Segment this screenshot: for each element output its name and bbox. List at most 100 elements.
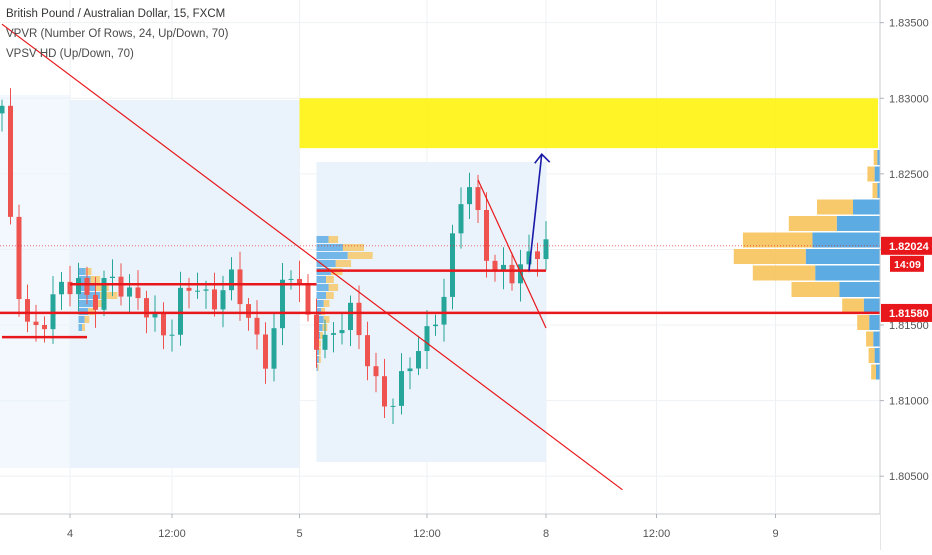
candle-body bbox=[373, 366, 379, 377]
session-down-bar bbox=[318, 356, 321, 363]
candle-body bbox=[42, 325, 47, 330]
vpvr-up-bar bbox=[805, 249, 880, 264]
session-up-bar bbox=[78, 324, 83, 331]
vpvr-down-bar bbox=[857, 315, 870, 330]
candle-body bbox=[237, 269, 243, 305]
candle-body bbox=[484, 209, 489, 261]
candle-body bbox=[535, 251, 540, 260]
trendline bbox=[1, 23, 623, 491]
candle-body bbox=[322, 334, 328, 350]
vpvr-down-bar bbox=[866, 331, 874, 347]
candle-body bbox=[254, 317, 260, 335]
projection-arrow-shaft bbox=[528, 154, 543, 271]
vpvr-up-bar bbox=[877, 150, 880, 165]
price-axis-bg bbox=[880, 0, 932, 550]
session-up-bar bbox=[316, 236, 329, 243]
price-axis[interactable]: 1.835001.830001.825001.820001.815001.810… bbox=[879, 0, 932, 550]
candle-body bbox=[67, 281, 73, 295]
session-up-bar bbox=[316, 324, 323, 331]
session-down-bar bbox=[323, 300, 330, 307]
vpvr-down-bar bbox=[868, 348, 875, 363]
indicator-vpsv-label[interactable]: VPSV HD (Up/Down, 70) bbox=[6, 48, 134, 60]
candle-body bbox=[390, 405, 396, 407]
price-tick-label: 1.82500 bbox=[889, 169, 929, 181]
time-tick-label: 4 bbox=[67, 528, 73, 540]
candle-body bbox=[220, 290, 226, 310]
session-up-bar bbox=[316, 364, 318, 371]
session-up-bar bbox=[78, 300, 93, 307]
candle-body bbox=[526, 251, 532, 265]
candle-body bbox=[25, 299, 30, 322]
indicator-vpvr-label[interactable]: VPVR (Number Of Rows, 24, Up/Down, 70) bbox=[6, 28, 229, 40]
candle-body bbox=[203, 289, 209, 291]
countdown-label: 14:09 bbox=[894, 259, 921, 271]
candle-body bbox=[424, 326, 430, 352]
vpvr-down-bar bbox=[742, 232, 813, 248]
session-down-bar bbox=[320, 332, 323, 339]
vpvr-down-bar bbox=[867, 166, 875, 182]
candle-body bbox=[246, 304, 251, 318]
candle-body bbox=[76, 277, 81, 295]
vpvr-up-bar bbox=[863, 298, 880, 314]
vpvr-profile bbox=[78, 150, 880, 380]
candle-body bbox=[441, 296, 447, 325]
session-down-bar bbox=[100, 292, 118, 299]
vpvr-up-bar bbox=[877, 183, 880, 198]
candles bbox=[0, 88, 549, 424]
candle-body bbox=[195, 290, 200, 292]
level-price-label: 1.81580 bbox=[889, 308, 929, 320]
candle-body bbox=[280, 279, 285, 329]
candle-body bbox=[501, 264, 506, 272]
time-tick-label: 5 bbox=[296, 528, 302, 540]
time-axis[interactable]: 4 12:00 5 12:00 8 12:00 9 bbox=[0, 513, 880, 550]
price-tick-label: 1.83500 bbox=[889, 18, 929, 30]
vpvr-down-bar bbox=[871, 364, 876, 380]
candle-body bbox=[8, 105, 13, 217]
session-down-bar bbox=[326, 276, 334, 283]
session-up-bar bbox=[316, 276, 327, 283]
candle-body bbox=[416, 351, 421, 369]
candle-body bbox=[135, 287, 141, 299]
session-down-bar bbox=[335, 260, 352, 267]
session-down-bar bbox=[85, 268, 92, 275]
candle-body bbox=[467, 187, 472, 205]
session-down-bar bbox=[328, 284, 339, 291]
session-down-bar bbox=[82, 324, 85, 331]
candle-body bbox=[144, 298, 149, 318]
time-tick-label: 12:00 bbox=[158, 528, 186, 540]
session-up-bar bbox=[316, 356, 319, 363]
vpvr-down-bar bbox=[817, 199, 853, 215]
vpvr-up-bar bbox=[812, 232, 880, 248]
countdown-bg bbox=[890, 255, 924, 272]
candle-body bbox=[263, 334, 268, 369]
candle-body bbox=[314, 314, 319, 350]
candle-body bbox=[297, 278, 302, 285]
candle-body bbox=[288, 278, 294, 280]
candle-body bbox=[331, 333, 336, 335]
vpvr-down-bar bbox=[872, 183, 878, 198]
candle-body bbox=[509, 264, 515, 284]
candle-body bbox=[271, 328, 277, 369]
session-down-bar bbox=[323, 316, 330, 323]
session-down-bar bbox=[318, 340, 321, 347]
vpvr-up-bar bbox=[875, 364, 880, 380]
session-up-bar bbox=[316, 244, 343, 251]
time-tick-label: 12:00 bbox=[413, 528, 441, 540]
candle-body bbox=[0, 105, 5, 114]
price-tick-label: 1.81000 bbox=[889, 396, 929, 408]
session-up-bar bbox=[316, 348, 319, 355]
session-up-bar bbox=[316, 284, 329, 291]
session-down-bar bbox=[317, 364, 319, 371]
projection-arrow-head bbox=[534, 152, 551, 164]
vpvr-down-bar bbox=[791, 282, 840, 297]
vpvr-down-bar bbox=[733, 249, 806, 264]
candle-body bbox=[433, 324, 438, 327]
price-tick-label: 1.80500 bbox=[889, 471, 929, 483]
session-down-bar bbox=[92, 300, 105, 307]
vpvr-up-bar bbox=[853, 199, 880, 215]
symbol-title[interactable]: British Pound / Australian Dollar, 15, F… bbox=[6, 8, 226, 20]
candle-body bbox=[169, 334, 175, 336]
candle-body bbox=[356, 302, 362, 336]
